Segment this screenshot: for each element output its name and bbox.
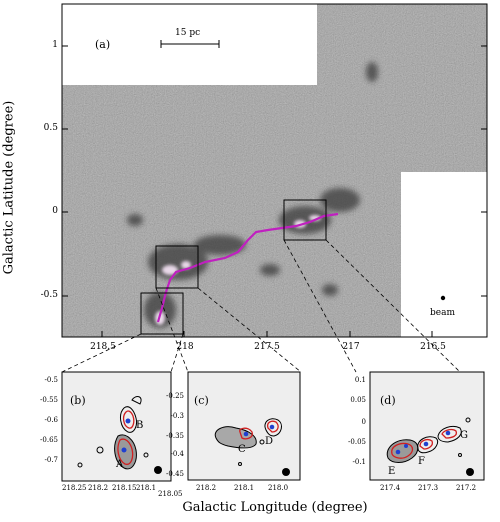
inset-d-y-tick: -0.05	[348, 438, 366, 446]
projection-lines	[61, 239, 461, 373]
y-axis-title: Galactic Latitude (degree)	[1, 100, 17, 275]
inset-b-beam	[154, 466, 162, 474]
inset-d-x-tick: 217.3	[418, 484, 439, 492]
main-x-tick-label: 217	[342, 342, 360, 352]
inset-d-beam	[466, 468, 474, 476]
inset-c-x-tick: 218.0	[268, 484, 289, 492]
inset-c-y-tick: -0.3	[170, 412, 185, 420]
clump-e2-marker	[404, 444, 408, 448]
clump-label-g: G	[460, 430, 468, 441]
clump-a-marker	[121, 447, 127, 453]
inset-b-x-tick: 218.25	[62, 484, 87, 492]
clump-label-a: A	[116, 459, 124, 470]
inset-b-x-tick: 218.05	[158, 490, 183, 498]
inset-c-y-tick: -0.25	[166, 392, 184, 400]
inset-d-y-tick: 0.05	[350, 396, 366, 404]
inset-panel-b	[61, 371, 172, 482]
clump-e-marker	[395, 449, 401, 455]
main-x-ticks	[101, 331, 433, 337]
main-x-tick-label: 218.5	[90, 342, 116, 352]
inset-d-label: (d)	[380, 394, 396, 407]
main-x-tick-label: 216.5	[420, 342, 446, 352]
clump-label-d: D	[265, 436, 274, 447]
inset-panel-c	[187, 371, 301, 481]
inset-b-x-tick: 218.2	[88, 484, 109, 492]
x-axis-title: Galactic Longitude (degree)	[182, 500, 368, 515]
inset-b-y-tick: -0.55	[40, 396, 58, 404]
clump-label-c: C	[238, 444, 246, 455]
main-y-tick-label: 0	[52, 206, 58, 216]
masked-region-bottom-right	[401, 172, 487, 337]
inset-d-contours	[386, 417, 471, 463]
main-y-tick-label: 1	[52, 40, 58, 50]
scale-bar-label: 15 pc	[175, 28, 201, 38]
inset-b-y-tick: -0.7	[44, 456, 59, 464]
main-y-tick-label: -0.5	[40, 290, 58, 300]
inset-b-y-tick: -0.6	[44, 416, 59, 424]
inset-d-y-tick: 0	[361, 418, 366, 426]
inset-c-y-tick: -0.4	[170, 450, 185, 458]
inset-panel-d	[369, 371, 485, 481]
clump-label-b: B	[136, 420, 144, 431]
main-y-tick-label: 0.5	[43, 123, 58, 133]
clump-label-e: E	[388, 466, 396, 477]
clump-d-marker	[269, 424, 275, 430]
inset-c-x-tick: 218.2	[196, 484, 217, 492]
beam-marker	[440, 295, 446, 301]
clump-f-marker	[423, 441, 429, 447]
scale-bar	[160, 40, 220, 48]
main-x-tick-label: 218	[176, 342, 194, 352]
main-y-ticks	[62, 45, 487, 297]
panel-a-label: (a)	[95, 38, 111, 51]
inset-c-y-tick: -0.35	[166, 432, 184, 440]
clump-c-marker	[243, 431, 249, 437]
inset-b-y-tick: -0.65	[40, 436, 58, 444]
dark-emission-structures	[127, 62, 378, 328]
zoom-box-d	[283, 199, 327, 241]
main-panel-frame	[61, 3, 488, 338]
inset-d-x-tick: 217.4	[380, 484, 401, 492]
inset-c-label: (c)	[194, 394, 209, 407]
zoom-box-b	[140, 292, 184, 335]
zoom-box-c	[155, 245, 199, 289]
inset-d-x-tick: 217.2	[456, 484, 477, 492]
beam-label: beam	[430, 308, 455, 318]
inset-c-beam	[282, 468, 290, 476]
filament-spine	[156, 212, 339, 323]
inset-b-y-tick: -0.5	[44, 376, 59, 384]
inset-c-y-tick: -0.45	[166, 470, 184, 478]
inset-d-y-tick: -0.1	[352, 458, 367, 466]
inset-b-x-tick: 218.1	[136, 484, 157, 492]
inset-c-x-tick: 218.1	[234, 484, 255, 492]
clump-g-marker	[445, 430, 451, 436]
inset-b-x-tick: 218.15	[112, 484, 137, 492]
clump-label-f: F	[418, 456, 425, 467]
inset-d-y-tick: 0.1	[354, 376, 366, 384]
main-image-panel	[61, 3, 488, 373]
inset-b-label: (b)	[70, 394, 86, 407]
clump-b-marker	[125, 418, 131, 424]
main-x-tick-label: 217.5	[254, 342, 280, 352]
